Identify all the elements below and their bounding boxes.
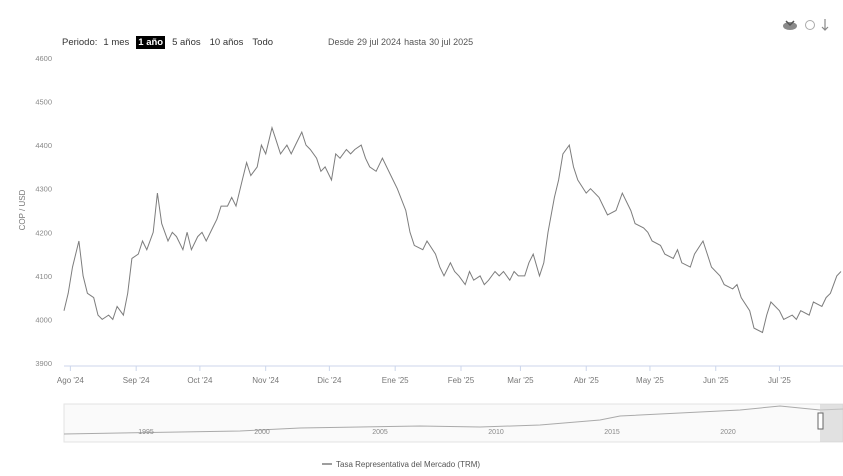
x-tick-label: Sep '24	[123, 376, 150, 385]
navigator[interactable]: 1995 2000 2005 2010 2015 2020	[63, 403, 843, 443]
navigator-selection[interactable]	[820, 404, 843, 442]
navigator-label: 2005	[372, 429, 388, 436]
y-tick-label: 4000	[35, 315, 52, 324]
range-button-1-month[interactable]: 1 mes	[103, 36, 130, 48]
navigator-handle-left[interactable]	[817, 412, 824, 430]
x-tick-label: May '25	[636, 376, 664, 385]
range-button-10-years[interactable]: 10 años	[209, 36, 244, 48]
date-from-input[interactable]: 29 jul 2024	[357, 37, 402, 47]
navigator-label: 2015	[604, 429, 620, 436]
navigator-label: 2010	[488, 429, 504, 436]
legend[interactable]: Tasa Representativa del Mercado (TRM)	[322, 460, 480, 469]
range-button-1-year[interactable]: 1 año	[136, 35, 166, 49]
series-line-trm[interactable]	[63, 125, 842, 334]
x-tick-label: Dic '24	[317, 376, 342, 385]
chart-tools	[780, 18, 830, 32]
y-tick-label: 4200	[35, 228, 52, 237]
navigator-label: 2000	[254, 429, 270, 436]
range-selector: Periodo: 1 mes 1 año 5 años 10 años Todo	[62, 34, 280, 50]
range-selector-label: Periodo:	[62, 36, 98, 48]
y-tick-label: 4300	[35, 185, 52, 194]
y-tick-label: 4600	[35, 54, 52, 63]
date-to-input[interactable]: 30 jul 2025	[429, 37, 474, 47]
legend-item-trm[interactable]: Tasa Representativa del Mercado (TRM)	[336, 460, 480, 469]
navigator-label: 2020	[720, 429, 736, 436]
date-to-label: hasta	[404, 37, 427, 47]
y-tick-label: 4400	[35, 141, 52, 150]
x-tick-label: Ene '25	[382, 376, 409, 385]
download-icon[interactable]	[780, 18, 800, 32]
navigator-label: 1995	[138, 429, 154, 436]
y-axis-title: COP / USD	[18, 189, 27, 230]
navigator-background	[63, 403, 843, 443]
x-axis: Ago '24 Sep '24 Oct '24 Nov '24 Dic '24 Ene '…	[57, 365, 843, 385]
date-from-label: Desde	[328, 37, 355, 47]
y-tick-label: 4100	[35, 272, 52, 281]
range-button-5-years[interactable]: 5 años	[172, 36, 201, 48]
x-tick-label: Ago '24	[57, 376, 84, 385]
x-tick-label: Nov '24	[252, 376, 279, 385]
date-range-inputs: Desde 29 jul 2024 hasta 30 jul 2025	[328, 34, 476, 50]
navigator-series	[63, 405, 843, 435]
y-tick-label: 3900	[35, 359, 52, 368]
x-tick-label: Mar '25	[507, 376, 534, 385]
x-tick-label: Jul '25	[768, 376, 791, 385]
x-tick-label: Abr '25	[574, 376, 600, 385]
export-icon[interactable]	[804, 18, 816, 32]
range-button-all[interactable]: Todo	[252, 36, 274, 48]
more-icon[interactable]	[820, 18, 830, 32]
x-tick-label: Oct '24	[187, 376, 213, 385]
x-tick-label: Jun '25	[703, 376, 729, 385]
y-axis: 3900 4000 4100 4200 4300 4400 4500 4600	[35, 54, 52, 368]
x-tick-label: Feb '25	[448, 376, 475, 385]
y-tick-label: 4500	[35, 98, 52, 107]
